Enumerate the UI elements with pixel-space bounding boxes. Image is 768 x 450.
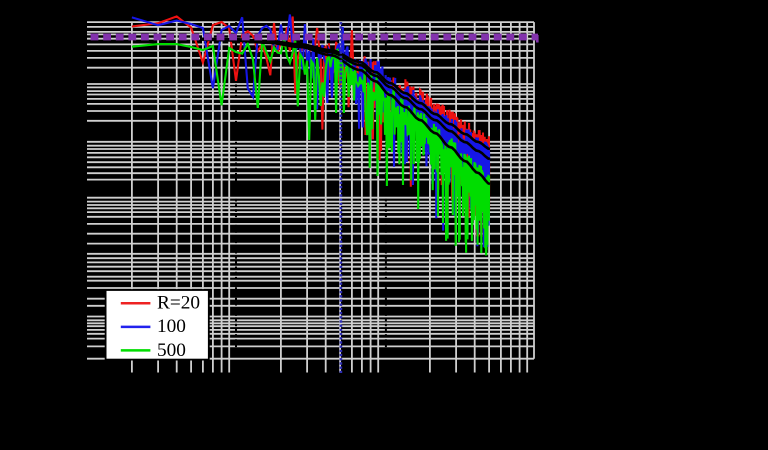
svg-text:R=20: R=20	[157, 293, 200, 314]
svg-text:100: 100	[157, 316, 186, 337]
svg-text:500: 500	[157, 340, 186, 361]
